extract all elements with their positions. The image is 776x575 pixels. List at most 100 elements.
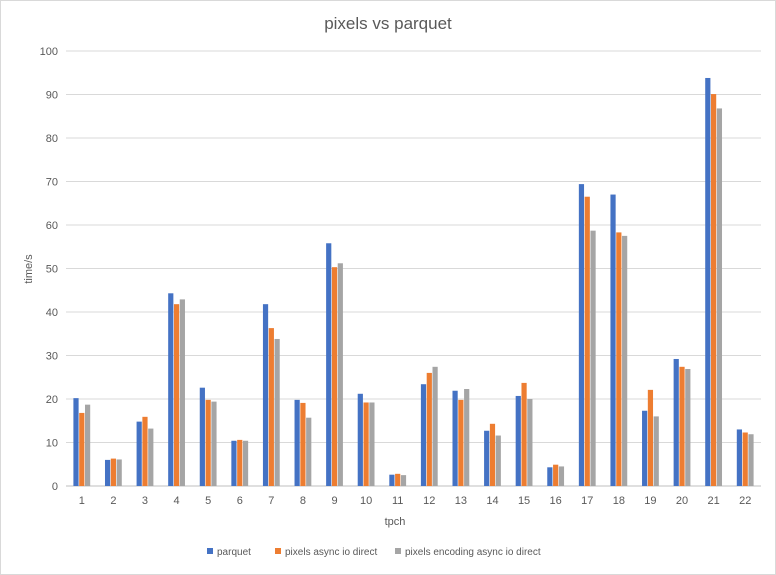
y-tick-label: 50 <box>46 264 58 276</box>
bar-series1-cat4 <box>168 293 174 486</box>
bar-series1-cat12 <box>420 384 427 486</box>
bar-series1-cat18 <box>610 194 616 487</box>
bar-series3-cat18 <box>622 235 628 486</box>
bar-series3-cat19 <box>653 416 659 486</box>
bar-series2-cat10 <box>363 402 369 486</box>
bar-series1-cat13 <box>452 390 458 486</box>
y-tick-label: 0 <box>52 481 58 493</box>
bar-series2-cat3 <box>142 416 148 486</box>
x-tick-label: 19 <box>644 495 656 507</box>
bar-series2-cat9 <box>331 267 338 486</box>
x-tick-label: 18 <box>613 495 625 507</box>
bar-series2-cat20 <box>679 366 685 486</box>
x-tick-label: 16 <box>550 495 562 507</box>
bar-series1-cat11 <box>389 474 395 486</box>
legend: parquet pixels async io direct pixels enco… <box>207 547 541 558</box>
legend-swatch-2 <box>275 548 281 554</box>
bar-series1-cat9 <box>326 243 332 486</box>
bar-series1-cat22 <box>736 429 742 486</box>
x-tick-label: 10 <box>360 495 372 507</box>
y-tick-label: 100 <box>40 46 58 58</box>
legend-swatch-1 <box>207 548 213 554</box>
x-tick-label: 20 <box>676 495 688 507</box>
bar-series1-cat17 <box>578 184 585 487</box>
y-tick-label: 90 <box>46 90 58 102</box>
bar-series1-cat5 <box>199 387 205 486</box>
x-tick-label: 12 <box>423 495 435 507</box>
bar-series2-cat6 <box>237 439 243 486</box>
bar-series3-cat11 <box>400 475 407 487</box>
y-tick-label: 40 <box>46 307 58 319</box>
bar-series1-cat7 <box>262 304 269 486</box>
chart-title: pixels vs parquet <box>324 14 452 33</box>
bar-series3-cat17 <box>590 230 596 486</box>
y-tick-label: 70 <box>46 177 58 189</box>
bar-series1-cat15 <box>515 395 521 486</box>
x-tick-label: 4 <box>174 495 180 507</box>
bar-series3-cat15 <box>527 399 533 486</box>
bar-series3-cat4 <box>179 299 185 486</box>
bar-series2-cat5 <box>205 399 211 486</box>
bars <box>73 77 754 487</box>
bar-series2-cat19 <box>647 389 654 486</box>
bar-series1-cat2 <box>104 459 111 486</box>
bar-series3-cat20 <box>685 368 691 486</box>
bar-series2-cat7 <box>268 328 274 486</box>
legend-label-3: pixels encoding async io direct <box>405 547 541 558</box>
y-axis-ticks: 0 10 20 30 40 50 60 70 80 90 100 <box>40 46 58 493</box>
y-tick-label: 60 <box>46 220 58 232</box>
y-tick-label: 10 <box>46 438 58 450</box>
x-tick-label: 5 <box>205 495 211 507</box>
x-tick-label: 7 <box>268 495 274 507</box>
x-axis-label: tpch <box>385 516 406 528</box>
bar-series3-cat3 <box>148 428 154 486</box>
x-tick-label: 22 <box>739 495 751 507</box>
bar-series1-cat21 <box>705 77 711 486</box>
bar-series1-cat19 <box>642 410 648 486</box>
bar-series3-cat12 <box>432 366 438 486</box>
bar-series3-cat9 <box>337 263 343 486</box>
bar-series2-cat8 <box>300 402 306 486</box>
bar-series1-cat3 <box>136 421 142 486</box>
x-tick-label: 3 <box>142 495 148 507</box>
bar-series1-cat10 <box>357 393 363 486</box>
x-tick-label: 11 <box>392 495 403 507</box>
bar-series3-cat5 <box>211 401 217 486</box>
x-tick-label: 15 <box>518 495 530 507</box>
bar-series1-cat16 <box>547 467 553 486</box>
bar-series2-cat4 <box>173 304 180 486</box>
bar-series3-cat1 <box>85 404 91 486</box>
bar-series2-cat1 <box>79 412 85 486</box>
x-tick-label: 9 <box>331 495 337 507</box>
bar-series3-cat21 <box>716 108 723 487</box>
bar-series2-cat13 <box>458 399 464 486</box>
y-tick-label: 80 <box>46 133 58 145</box>
bar-series3-cat10 <box>369 402 375 486</box>
bar-series1-cat14 <box>484 430 490 486</box>
bar-series3-cat8 <box>306 417 312 486</box>
bar-series1-cat8 <box>294 399 300 486</box>
x-tick-label: 21 <box>707 495 719 507</box>
x-tick-label: 17 <box>581 495 593 507</box>
x-tick-label: 2 <box>110 495 116 507</box>
bar-series2-cat2 <box>110 458 116 486</box>
bar-series3-cat13 <box>464 389 470 486</box>
x-tick-label: 8 <box>300 495 306 507</box>
bar-series1-cat6 <box>231 440 237 486</box>
bar-series3-cat2 <box>116 459 122 486</box>
y-axis-label: time/s <box>23 254 35 284</box>
y-tick-label: 20 <box>46 394 58 406</box>
x-tick-label: 13 <box>455 495 467 507</box>
bar-series2-cat21 <box>711 94 717 486</box>
bar-series2-cat11 <box>395 473 401 486</box>
bar-series3-cat14 <box>495 435 501 486</box>
bar-series3-cat7 <box>274 338 280 486</box>
legend-label-1: parquet <box>217 547 251 558</box>
bar-series2-cat17 <box>584 196 590 486</box>
bar-series2-cat15 <box>521 382 527 486</box>
x-tick-label: 14 <box>486 495 498 507</box>
legend-label-2: pixels async io direct <box>285 547 377 558</box>
bar-series2-cat16 <box>553 464 559 486</box>
